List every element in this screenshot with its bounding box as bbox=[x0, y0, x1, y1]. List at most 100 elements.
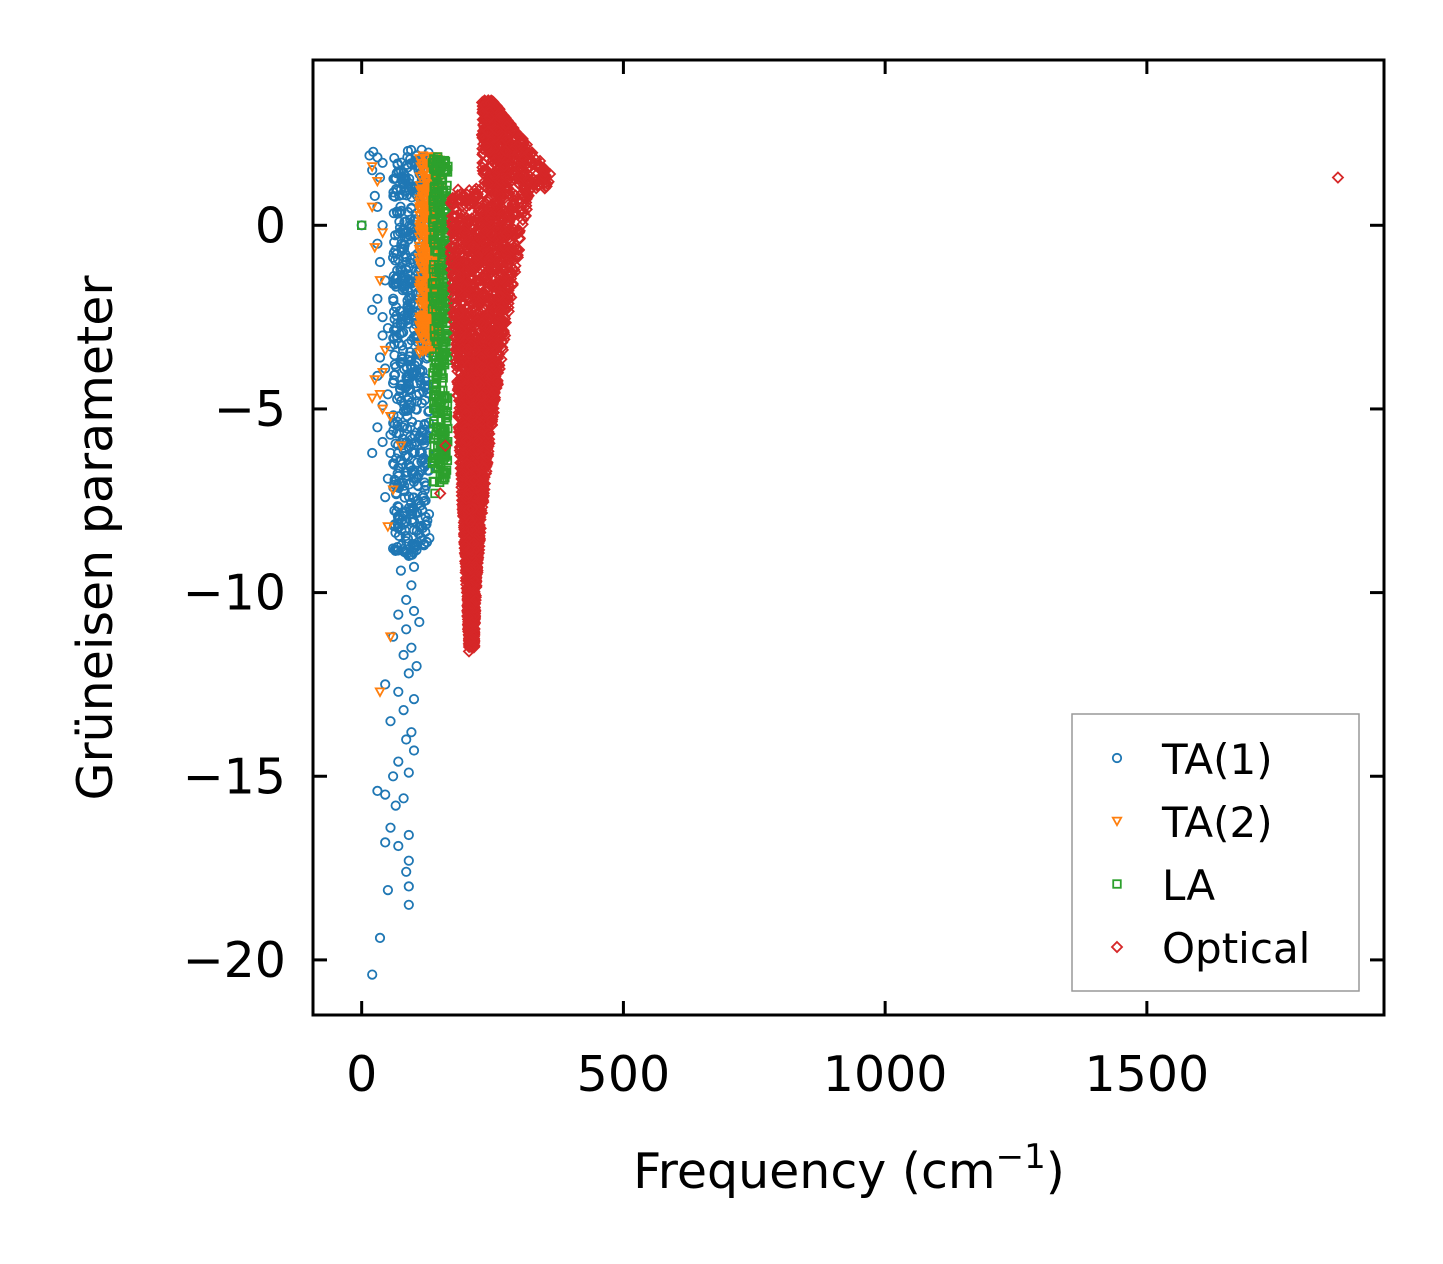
data-point bbox=[461, 487, 475, 501]
data-point bbox=[376, 228, 389, 239]
data-point bbox=[390, 800, 401, 811]
data-point bbox=[415, 263, 428, 274]
data-point bbox=[429, 287, 439, 298]
data-point bbox=[397, 345, 409, 356]
data-point bbox=[429, 434, 439, 444]
data-point bbox=[372, 785, 383, 797]
data-point bbox=[435, 197, 445, 207]
data-point bbox=[366, 202, 378, 213]
data-point bbox=[449, 323, 463, 336]
data-point bbox=[443, 328, 453, 339]
data-point bbox=[495, 272, 508, 286]
data-point bbox=[440, 348, 450, 359]
data-point bbox=[467, 573, 480, 587]
data-point bbox=[475, 496, 489, 509]
data-point bbox=[401, 594, 412, 606]
data-point bbox=[441, 413, 451, 423]
data-point bbox=[480, 450, 494, 464]
data-point bbox=[460, 407, 473, 421]
y-axis-label: Grüneisen parameter bbox=[67, 275, 124, 801]
data-point bbox=[396, 356, 407, 368]
data-point bbox=[465, 393, 479, 407]
data-point bbox=[489, 187, 502, 200]
data-point bbox=[391, 393, 403, 405]
data-point bbox=[382, 322, 393, 334]
data-point bbox=[498, 144, 512, 158]
data-point bbox=[470, 299, 484, 313]
data-point bbox=[512, 135, 526, 149]
data-point bbox=[480, 371, 493, 384]
data-point bbox=[482, 140, 495, 154]
data-point bbox=[476, 164, 490, 178]
data-point bbox=[419, 419, 430, 431]
data-point bbox=[414, 616, 425, 628]
data-point bbox=[494, 289, 507, 303]
data-point bbox=[451, 284, 464, 298]
data-point bbox=[475, 317, 489, 331]
data-point bbox=[411, 660, 422, 672]
data-point bbox=[435, 422, 445, 432]
legend-marker bbox=[1111, 816, 1123, 828]
data-point bbox=[415, 346, 427, 357]
data-point bbox=[483, 398, 497, 412]
data-point bbox=[377, 157, 388, 168]
data-point bbox=[466, 524, 479, 537]
data-point bbox=[367, 165, 378, 176]
data-point bbox=[445, 209, 459, 223]
data-point bbox=[460, 188, 474, 201]
data-point bbox=[485, 418, 499, 431]
data-point bbox=[393, 686, 404, 697]
y-tick-label: −15 bbox=[183, 748, 286, 805]
data-point bbox=[382, 884, 393, 896]
data-point bbox=[430, 488, 440, 499]
data-point bbox=[462, 640, 476, 654]
data-point bbox=[430, 169, 441, 180]
data-point bbox=[464, 382, 478, 396]
data-point bbox=[376, 404, 389, 415]
data-point bbox=[410, 404, 421, 415]
data-point bbox=[392, 416, 403, 427]
data-point bbox=[432, 317, 443, 327]
data-point bbox=[393, 411, 404, 422]
data-point bbox=[398, 243, 409, 254]
data-point bbox=[376, 367, 389, 379]
data-point bbox=[495, 305, 509, 318]
data-point bbox=[388, 417, 399, 429]
data-point bbox=[440, 467, 450, 477]
data-point bbox=[380, 789, 391, 800]
x-axis-label: Frequency (cm−1) bbox=[633, 1137, 1065, 1200]
data-point bbox=[395, 317, 406, 328]
data-point bbox=[398, 704, 409, 716]
data-point bbox=[367, 969, 378, 980]
data-point bbox=[501, 243, 514, 256]
data-point bbox=[387, 252, 399, 263]
data-point bbox=[471, 211, 484, 225]
data-point bbox=[436, 398, 446, 409]
data-point bbox=[475, 128, 489, 141]
data-point bbox=[478, 440, 492, 454]
data-point bbox=[459, 571, 473, 585]
data-point bbox=[464, 611, 478, 624]
data-point bbox=[497, 159, 511, 173]
data-point bbox=[499, 118, 512, 132]
x-axis-label-close: ) bbox=[1046, 1143, 1065, 1200]
data-point bbox=[417, 505, 428, 516]
data-point bbox=[393, 840, 404, 852]
data-point bbox=[439, 295, 450, 305]
data-point bbox=[501, 279, 515, 293]
series-la bbox=[357, 152, 453, 499]
data-point bbox=[390, 438, 401, 449]
data-point bbox=[385, 822, 396, 833]
data-point bbox=[398, 484, 409, 495]
data-point bbox=[471, 508, 485, 522]
data-point bbox=[445, 195, 459, 208]
data-point bbox=[403, 668, 414, 679]
data-point bbox=[395, 565, 406, 576]
data-point bbox=[410, 542, 421, 553]
data-point bbox=[458, 218, 471, 232]
data-point bbox=[377, 436, 388, 448]
data-point bbox=[366, 393, 378, 404]
data-point bbox=[517, 205, 531, 219]
data-point bbox=[399, 275, 411, 286]
